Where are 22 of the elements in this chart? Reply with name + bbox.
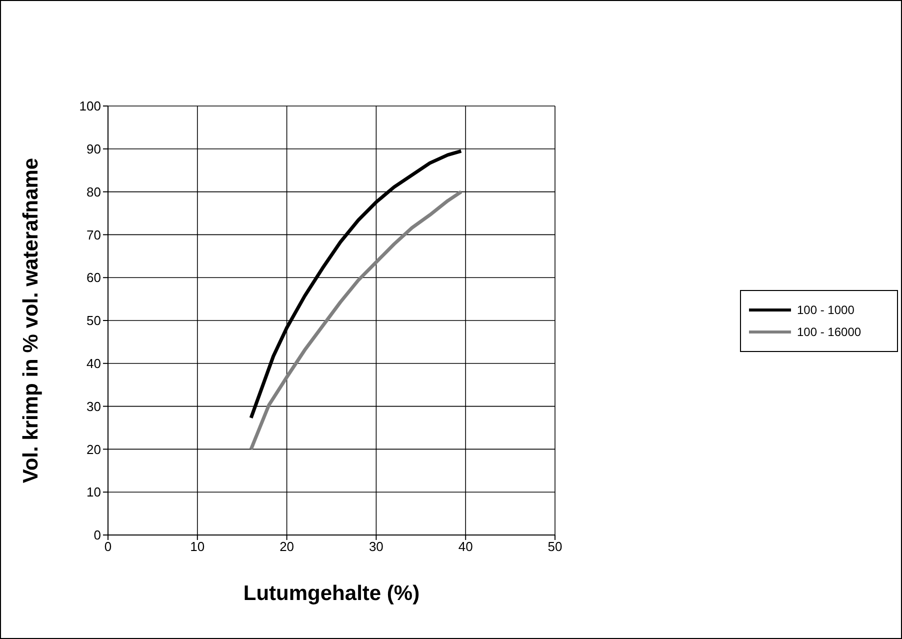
- y-tick-label: 50: [86, 313, 101, 328]
- y-tick-label: 40: [86, 356, 101, 372]
- y-tick-label: 30: [86, 398, 101, 414]
- y-tick-label: 80: [86, 184, 101, 200]
- x-tick-label: 10: [190, 539, 205, 554]
- x-tick-label: 40: [458, 539, 473, 554]
- y-tick-label: 90: [86, 142, 101, 157]
- y-tick-label: 10: [86, 484, 101, 500]
- y-axis-title: Vol. krimp in % vol. waterafname: [19, 158, 42, 484]
- y-tick-label: 60: [86, 270, 101, 286]
- line-series: [249, 190, 463, 451]
- x-tick-label: 0: [104, 539, 112, 554]
- y-tick-label: 20: [86, 442, 101, 457]
- x-tick-label: 50: [548, 539, 562, 554]
- y-tick-label: 0: [94, 528, 101, 543]
- legend-label: 100 - 16000: [797, 325, 862, 339]
- legend-label: 100 - 1000: [797, 303, 854, 317]
- y-tick-label: 70: [86, 227, 101, 242]
- x-axis-title: Lutumgehalte (%): [243, 582, 420, 605]
- x-tick-label: 20: [280, 539, 294, 554]
- y-tick-label: 100: [79, 98, 101, 114]
- x-tick-label: 30: [368, 539, 384, 554]
